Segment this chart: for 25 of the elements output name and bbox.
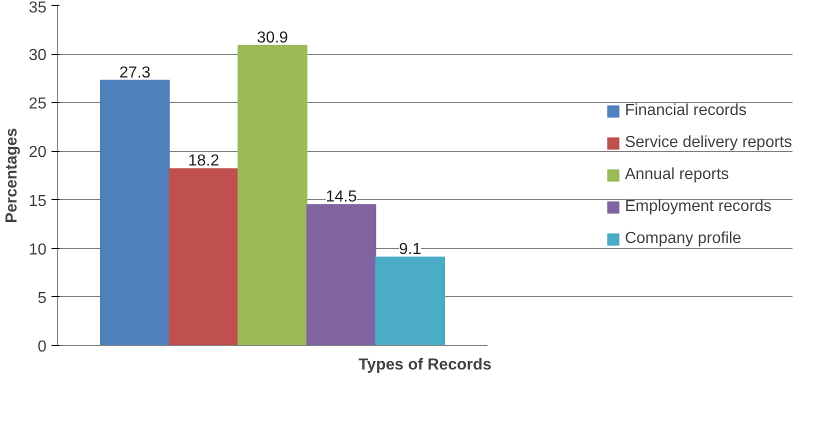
data-label: 27.3 [119, 64, 151, 82]
data-label: 18.2 [188, 152, 220, 170]
legend-label: Employment records [624, 198, 772, 216]
y-tick-label: 35 [28, 0, 47, 16]
y-axis-title: Percentages [4, 128, 21, 224]
y-tick-label: 25 [28, 96, 47, 113]
bar [375, 256, 445, 346]
y-tick-label: 5 [38, 290, 47, 307]
legend-label: Company profile [624, 230, 742, 248]
legend-label: Annual reports [624, 166, 729, 184]
bar [168, 168, 239, 346]
x-axis-title: Types of Records [358, 356, 492, 374]
data-label: 30.9 [256, 29, 288, 46]
y-tick-label: 10 [28, 241, 47, 258]
bar [306, 204, 376, 346]
y-tick-label: 0 [38, 338, 47, 356]
y-tick-label: 20 [28, 144, 47, 162]
y-tick-label: 15 [28, 192, 47, 210]
data-label: 9.1 [398, 241, 422, 258]
data-label: 14.5 [326, 188, 357, 206]
bar [100, 80, 170, 346]
legend-label: Financial records [624, 102, 747, 120]
bar [238, 44, 308, 346]
legend-label: Service delivery reports [624, 134, 792, 152]
y-tick-label: 30 [28, 47, 47, 64]
